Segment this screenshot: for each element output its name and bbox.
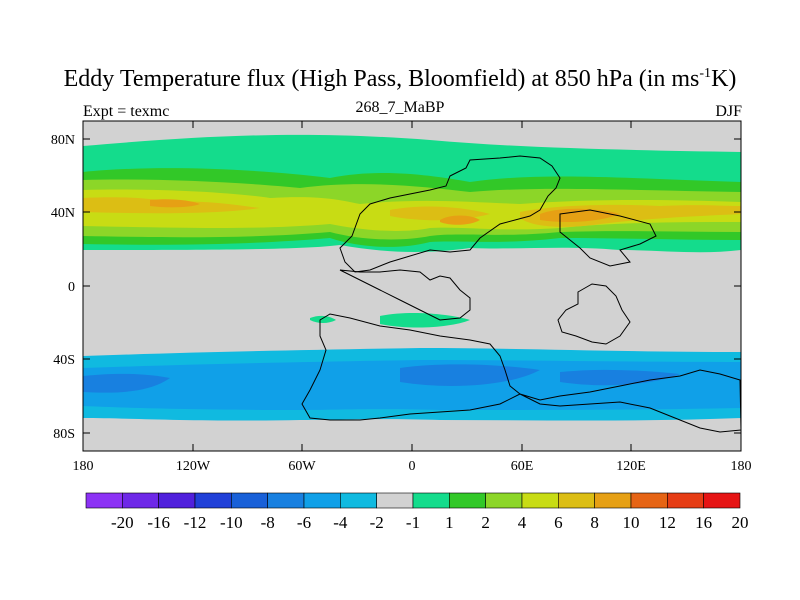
colorbar-label: -10 — [220, 513, 243, 532]
x-tick-label: 120E — [616, 459, 646, 474]
colorbar-box — [667, 493, 703, 508]
colorbar-label: 10 — [623, 513, 640, 532]
colorbar-box — [486, 493, 522, 508]
colorbar-box — [377, 493, 413, 508]
colorbar-box — [304, 493, 340, 508]
colorbar-label: -20 — [111, 513, 134, 532]
colorbar-box — [631, 493, 667, 508]
colorbar-label: 8 — [590, 513, 599, 532]
colorbar-label: -1 — [406, 513, 420, 532]
colorbar-label: -2 — [370, 513, 384, 532]
y-tick-label: 80N — [51, 133, 75, 148]
colorbar-label: 16 — [695, 513, 712, 532]
colorbar-box — [449, 493, 485, 508]
colorbar-label: 20 — [732, 513, 749, 532]
colorbar-box — [268, 493, 304, 508]
colorbar-label: -8 — [261, 513, 275, 532]
colorbar-box — [86, 493, 122, 508]
colorbar-box — [522, 493, 558, 508]
colorbar-box — [231, 493, 267, 508]
colorbar-box — [558, 493, 594, 508]
colorbar-label: -4 — [333, 513, 348, 532]
colorbar-label: 1 — [445, 513, 454, 532]
colorbar-label: 12 — [659, 513, 676, 532]
colorbar: -20 -16 -12 -10 -8 -6 -4 -2 -1 1 2 4 6 8 10 12 16 20 — [86, 493, 749, 532]
x-tick-label: 180 — [731, 459, 752, 474]
map-field — [83, 121, 741, 451]
x-tick-label: 0 — [409, 459, 416, 474]
x-tick-label: 60W — [288, 459, 316, 474]
x-tick-label: 120W — [176, 459, 211, 474]
colorbar-label: -12 — [184, 513, 207, 532]
y-tick-label: 0 — [68, 280, 75, 295]
colorbar-label: 4 — [518, 513, 527, 532]
colorbar-label: 2 — [481, 513, 490, 532]
colorbar-label: -16 — [147, 513, 170, 532]
colorbar-box — [159, 493, 195, 508]
y-tick-label: 40N — [51, 206, 75, 221]
y-tick-label: 80S — [53, 427, 75, 442]
chart-svg: 80N 40N 0 40S 80S 180 120W 60W 0 60E 120… — [0, 0, 800, 600]
colorbar-box — [195, 493, 231, 508]
y-tick-label: 40S — [53, 353, 75, 368]
x-tick-label: 60E — [511, 459, 534, 474]
x-tick-label: 180 — [73, 459, 94, 474]
colorbar-box — [595, 493, 631, 508]
colorbar-box — [340, 493, 376, 508]
colorbar-label: -6 — [297, 513, 311, 532]
colorbar-box — [122, 493, 158, 508]
colorbar-box — [413, 493, 449, 508]
colorbar-label: 6 — [554, 513, 563, 532]
colorbar-box — [704, 493, 740, 508]
